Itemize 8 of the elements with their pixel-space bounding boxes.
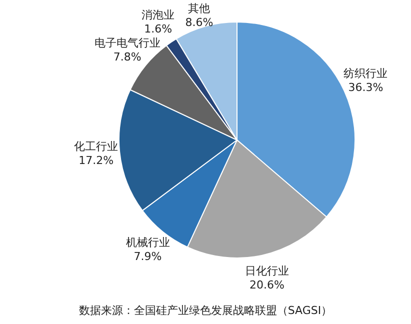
- label: 纺织行业 36.3%: [344, 66, 388, 94]
- label: 电子电气行业 7.8%: [94, 36, 160, 64]
- label: 机械行业 7.9%: [126, 236, 170, 263]
- label: 化工行业 17.2%: [74, 140, 118, 168]
- label: 消泡业 1.6%: [142, 8, 175, 36]
- label: 其他 8.6%: [185, 2, 214, 29]
- label: 日化行业 20.6%: [245, 264, 290, 292]
- source-note: 数据来源：全国硅产业绿色发展战略联盟（SAGSI）: [78, 304, 332, 317]
